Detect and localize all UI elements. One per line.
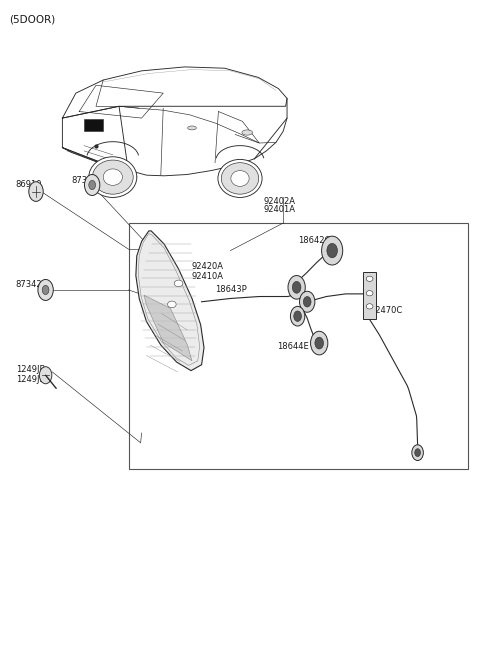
Circle shape <box>315 337 324 349</box>
Text: 18643P: 18643P <box>215 285 247 295</box>
Ellipse shape <box>92 160 133 194</box>
Circle shape <box>294 311 301 321</box>
Circle shape <box>84 174 100 195</box>
Ellipse shape <box>188 126 196 130</box>
Text: 92402A: 92402A <box>263 197 295 206</box>
Ellipse shape <box>218 159 262 197</box>
Bar <box>129 223 468 469</box>
Text: 92420A: 92420A <box>192 262 224 272</box>
Text: 87342A: 87342A <box>16 280 48 289</box>
Text: 18644E: 18644E <box>277 342 309 351</box>
Text: 18642G: 18642G <box>298 236 331 245</box>
Text: 87343A: 87343A <box>71 176 104 185</box>
Ellipse shape <box>174 280 183 287</box>
Circle shape <box>300 291 315 312</box>
Text: 1249JB: 1249JB <box>16 365 45 375</box>
Polygon shape <box>136 231 204 371</box>
Circle shape <box>89 180 96 190</box>
Text: 92401A: 92401A <box>263 205 295 215</box>
Circle shape <box>42 285 49 295</box>
Circle shape <box>290 306 305 326</box>
Circle shape <box>38 279 53 300</box>
Circle shape <box>327 243 337 258</box>
Text: 1249JL: 1249JL <box>16 375 44 384</box>
Ellipse shape <box>366 291 373 296</box>
Ellipse shape <box>168 301 176 308</box>
Ellipse shape <box>231 171 249 186</box>
Text: 92410A: 92410A <box>192 272 224 281</box>
Polygon shape <box>144 295 192 361</box>
Ellipse shape <box>221 163 259 194</box>
Ellipse shape <box>366 276 373 281</box>
Text: 86910: 86910 <box>16 180 42 190</box>
Polygon shape <box>84 119 103 131</box>
Circle shape <box>415 449 420 457</box>
Ellipse shape <box>366 304 373 309</box>
Ellipse shape <box>89 157 137 197</box>
Circle shape <box>311 331 328 355</box>
Circle shape <box>292 281 301 293</box>
Circle shape <box>303 297 311 307</box>
Ellipse shape <box>242 130 252 135</box>
Circle shape <box>39 367 52 384</box>
Ellipse shape <box>103 169 122 185</box>
Circle shape <box>29 182 43 201</box>
Circle shape <box>412 445 423 461</box>
Circle shape <box>322 236 343 265</box>
Circle shape <box>288 276 305 299</box>
Text: 92470C: 92470C <box>371 306 403 315</box>
Bar <box>363 272 376 319</box>
Text: (5DOOR): (5DOOR) <box>9 14 55 24</box>
